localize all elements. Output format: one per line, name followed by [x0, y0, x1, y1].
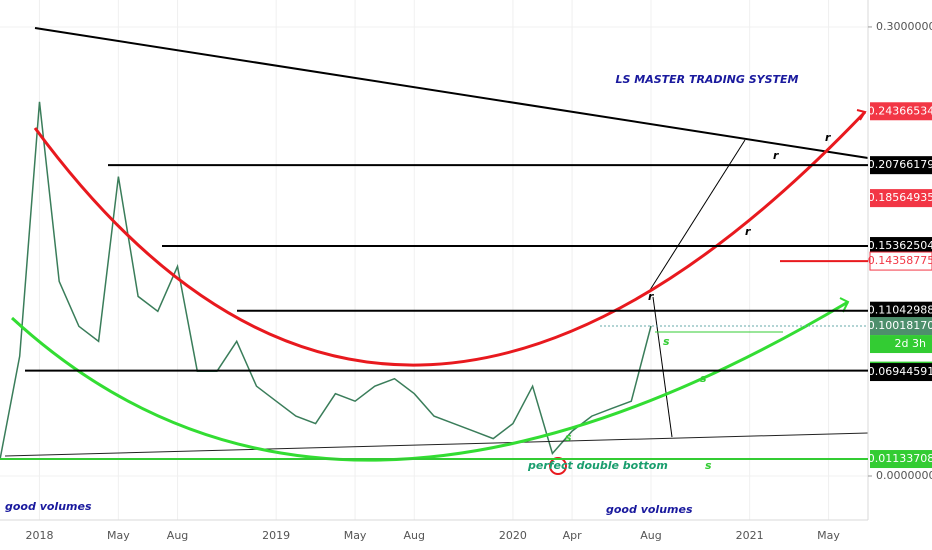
- x-tick-label: 2018: [25, 529, 53, 542]
- price-line: [0, 101, 652, 460]
- annotation: r: [773, 149, 779, 162]
- price-label: 0.11042988: [868, 304, 932, 317]
- price-label-box: [870, 156, 932, 175]
- price-label-box: [870, 102, 932, 121]
- price-label: 0.15362504: [868, 239, 932, 252]
- x-tick-label: May: [344, 529, 367, 542]
- circle-marker: [549, 457, 567, 475]
- x-tick-label: 2019: [262, 529, 290, 542]
- price-label-box: [870, 189, 932, 208]
- annotation: s: [663, 335, 670, 348]
- x-tick-label: 2021: [736, 529, 764, 542]
- annotation: r: [648, 290, 654, 303]
- red-arc: [33, 110, 867, 367]
- annotation: good volumes: [5, 500, 92, 513]
- x-tick-label: May: [107, 529, 130, 542]
- countdown-box: [870, 335, 932, 354]
- countdown: 2d 3h: [895, 337, 926, 350]
- price-label: 0.01133708: [868, 452, 932, 465]
- price-label: 0.18564935: [868, 191, 932, 204]
- price-label-box: [869, 251, 932, 271]
- labels: 0.30000000 0.00000000 2018 May Aug 2019 May Aug…: [5, 20, 932, 542]
- trend-line: [34, 27, 869, 159]
- annotation: s: [565, 431, 572, 444]
- series-layer: [0, 101, 652, 460]
- x-tick-label: Aug: [404, 529, 425, 542]
- price-label-box: [870, 363, 932, 382]
- x-tick-label: Aug: [167, 529, 188, 542]
- price-label: 0.24366534: [868, 104, 932, 117]
- x-tick-label: May: [817, 529, 840, 542]
- trend-line: [4, 432, 869, 457]
- price-label: 0.14358775: [868, 254, 932, 267]
- drawings: [0, 0, 869, 521]
- price-label-box: [870, 450, 932, 469]
- annotation: good volumes: [606, 503, 693, 516]
- annotation: perfect double bottom: [527, 459, 668, 472]
- arrow-head: [856, 109, 867, 121]
- annotation: r: [745, 225, 751, 238]
- annotation: s: [705, 459, 712, 472]
- price-label-box: [870, 317, 932, 336]
- y-tick-label: 0.00000000: [876, 469, 932, 482]
- y-tick-label: 0.30000000: [876, 20, 932, 33]
- annotation: s: [700, 372, 707, 385]
- price-label: 0.20766179: [868, 158, 932, 171]
- price-label: 0.06944591: [868, 365, 932, 378]
- annotation: r: [825, 131, 831, 144]
- x-tick-label: 2020: [499, 529, 527, 542]
- price-label-box: [870, 301, 932, 320]
- trend-line: [652, 296, 673, 438]
- arrow-head: [839, 297, 850, 313]
- chart-title: LS MASTER TRADING SYSTEM: [615, 73, 798, 86]
- x-tick-label: Aug: [640, 529, 661, 542]
- x-tick-label: Apr: [563, 529, 583, 542]
- price-label: 0.10018170: [868, 319, 932, 332]
- price-label-box: [870, 237, 932, 256]
